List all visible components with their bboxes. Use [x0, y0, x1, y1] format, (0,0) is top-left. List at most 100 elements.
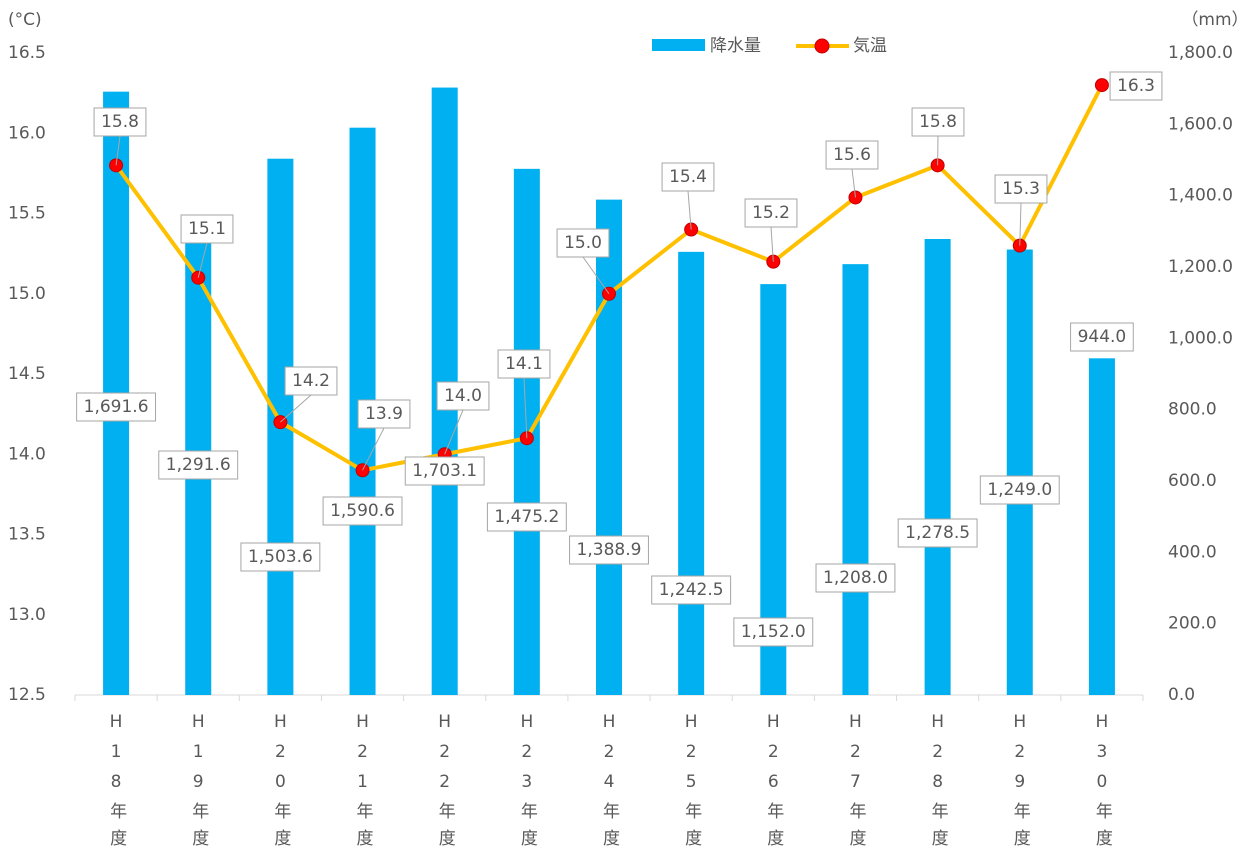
- bar-label: 1,278.5: [905, 523, 970, 543]
- bar-label: 1,503.6: [248, 547, 313, 567]
- bar-label-box: [651, 575, 732, 605]
- bar-label-box: [158, 450, 239, 480]
- line-label-box: [93, 107, 147, 137]
- line-label: 15.8: [101, 112, 139, 132]
- line-label-box: [994, 174, 1048, 204]
- line-label-box: [556, 228, 610, 258]
- y-tick-label: 15.0: [8, 284, 46, 304]
- x-tick-label: H24年度: [599, 712, 620, 856]
- bar-label-box: [486, 502, 567, 532]
- bar-label: 1,291.6: [166, 455, 231, 475]
- y-tick-label: 16.5: [8, 43, 46, 63]
- bar: [1006, 249, 1033, 696]
- y2-tick-label: 0.0: [1168, 685, 1195, 705]
- bar-label: 1,249.0: [987, 480, 1052, 500]
- x-tick-label: H30年度: [1092, 712, 1113, 856]
- line-label-box: [436, 381, 490, 411]
- bar-label: 1,691.6: [84, 397, 149, 417]
- bar-label-box: [322, 496, 403, 526]
- y2-axis-label: （mm）: [1181, 10, 1248, 30]
- y2-tick-label: 800.0: [1168, 400, 1217, 420]
- x-tick-label: H25年度: [681, 712, 702, 856]
- leader-line: [851, 168, 856, 198]
- x-tick-label: H18年度: [106, 712, 127, 856]
- x-tick-label: H28年度: [928, 712, 949, 856]
- x-tick-label: H20年度: [270, 712, 291, 856]
- x-tick-label: H19年度: [188, 712, 209, 856]
- bar-label-box: [1070, 322, 1134, 352]
- line-label: 14.1: [505, 354, 543, 374]
- leader-line: [687, 190, 692, 230]
- y-tick-label: 15.5: [8, 204, 46, 224]
- line-label-box: [825, 140, 879, 170]
- bar: [596, 199, 622, 695]
- bar-label-box: [733, 617, 814, 647]
- x-tick-label: H23年度: [517, 712, 538, 856]
- bar: [924, 239, 951, 696]
- bar-label-box: [404, 456, 485, 486]
- legend-label: 気温: [853, 36, 887, 56]
- line-label-box: [357, 399, 411, 429]
- line-label: 15.1: [188, 219, 226, 239]
- y-tick-label: 14.0: [8, 444, 46, 464]
- y2-tick-label: 400.0: [1168, 542, 1217, 562]
- y2-tick-label: 1,800.0: [1168, 43, 1233, 63]
- bar-label-box: [240, 542, 321, 572]
- leader-line: [280, 394, 312, 423]
- leader-line: [582, 256, 610, 295]
- line-label: 15.4: [669, 167, 707, 187]
- bar-label: 1,242.5: [659, 580, 724, 600]
- y2-tick-label: 600.0: [1168, 471, 1217, 491]
- x-tick-label: H21年度: [353, 712, 374, 856]
- y-tick-label: 16.0: [8, 123, 46, 143]
- bar-label: 944.0: [1078, 327, 1127, 347]
- y-tick-label: 12.5: [8, 685, 46, 705]
- line-label-box: [1109, 71, 1163, 101]
- bar-label: 1,475.2: [494, 507, 559, 527]
- y2-tick-label: 1,000.0: [1168, 328, 1233, 348]
- line-label-box: [284, 366, 338, 396]
- line-label: 13.9: [365, 404, 403, 424]
- bar: [678, 251, 705, 695]
- x-tick-label: H22年度: [435, 712, 456, 856]
- line-label: 15.0: [564, 233, 602, 253]
- y2-tick-label: 1,600.0: [1168, 114, 1233, 134]
- y2-tick-label: 1,400.0: [1168, 186, 1233, 206]
- leader-line: [362, 427, 385, 471]
- bar-label: 1,703.1: [412, 461, 477, 481]
- line-label-box: [911, 107, 965, 137]
- bar: [842, 264, 869, 695]
- line-label: 15.6: [833, 145, 871, 165]
- bar-label: 1,590.6: [330, 501, 395, 521]
- bar-label: 1,388.9: [577, 540, 642, 560]
- marker: [1094, 78, 1109, 93]
- y-tick-label: 13.0: [8, 605, 46, 625]
- legend-swatch: [652, 39, 705, 51]
- y2-tick-label: 200.0: [1168, 614, 1217, 634]
- bar-label-box: [815, 563, 896, 593]
- y2-tick-label: 1,200.0: [1168, 257, 1233, 277]
- x-tick-label: H26年度: [763, 712, 784, 856]
- line-label-box: [744, 198, 798, 228]
- leader-line: [115, 135, 121, 166]
- legend-swatch: [814, 38, 830, 54]
- bar-label-box: [897, 518, 978, 548]
- line-label: 14.2: [292, 371, 330, 391]
- leader-line: [770, 226, 774, 262]
- legend-label: 降水量: [710, 36, 761, 56]
- x-tick-label: H29年度: [1010, 712, 1031, 856]
- x-tick-label: H27年度: [845, 712, 866, 856]
- line-label-box: [497, 349, 551, 379]
- line-label: 15.8: [919, 112, 957, 132]
- line-label-box: [180, 214, 234, 244]
- bar-label-box: [76, 392, 157, 422]
- y-tick-label: 14.5: [8, 364, 46, 384]
- leader-line: [444, 409, 464, 455]
- y-axis-label: (°C): [8, 10, 42, 30]
- y-tick-label: 13.5: [8, 525, 46, 545]
- leader-line: [197, 242, 208, 278]
- line-label: 15.2: [752, 203, 790, 223]
- line-label: 16.3: [1117, 76, 1155, 96]
- bar-label-box: [569, 535, 649, 565]
